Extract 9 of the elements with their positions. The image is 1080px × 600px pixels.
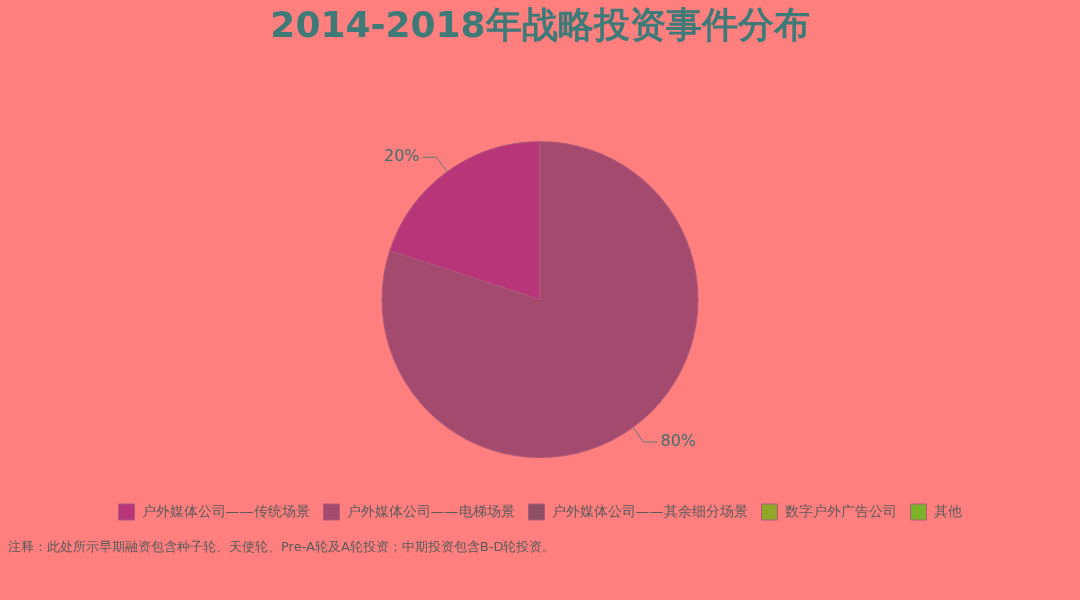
legend-label: 户外媒体公司——电梯场景 — [346, 502, 515, 519]
legend-label: 户外媒体公司——其余细分场景 — [551, 502, 748, 519]
chart-title: 2014-2018年战略投资事件分布 — [270, 3, 810, 45]
data-label: 20% — [383, 146, 420, 166]
text: 注释：此处所示早期融资包含种子轮、天使轮、Pre-A轮及A轮投资；中期投资包含B-D轮投资。 — [8, 538, 556, 556]
legend-label: 户外媒体公司——传统场景 — [141, 502, 310, 519]
legend-label: 其他 — [933, 502, 962, 519]
legend-label: 数字户外广告公司 — [784, 502, 897, 519]
data-label: 80% — [660, 431, 697, 451]
